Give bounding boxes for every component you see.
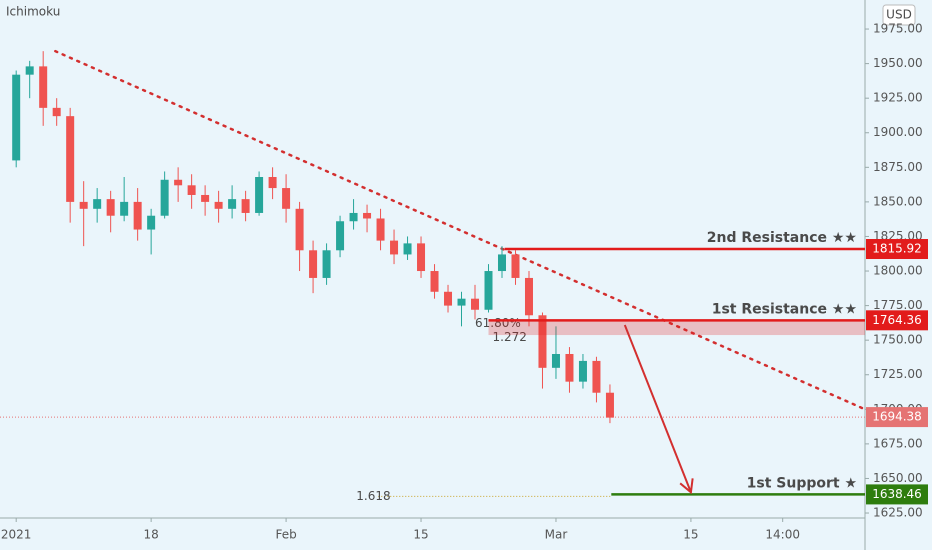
candle-body	[79, 201, 88, 209]
candle-body	[25, 66, 34, 75]
candle-body	[228, 199, 237, 209]
candle-body	[471, 298, 480, 310]
y-tick-label: 1850.00	[873, 194, 923, 208]
candle-body	[187, 185, 196, 195]
candle-body	[484, 271, 493, 310]
resistance-zone	[488, 320, 865, 336]
candle-body	[52, 107, 61, 117]
price-tag	[866, 310, 928, 331]
candle-body	[551, 353, 560, 368]
candle-body	[295, 208, 304, 251]
y-tick-label: 1725.00	[873, 367, 923, 381]
price-tag	[866, 239, 928, 260]
candle-body	[282, 188, 291, 209]
candle-body	[538, 315, 547, 368]
candle-body	[511, 254, 520, 278]
candle-body	[497, 254, 506, 272]
candle-body	[255, 176, 264, 213]
candle-body	[174, 179, 183, 186]
price-tag	[866, 484, 928, 505]
y-tick-label: 1750.00	[873, 333, 923, 347]
candle-body	[120, 201, 129, 216]
x-tick-label: Feb	[275, 528, 296, 542]
fib-label: 1.618	[356, 489, 390, 503]
price-tag-label: 1764.36	[872, 313, 922, 327]
candle-body	[403, 243, 412, 255]
candle-body	[430, 271, 439, 292]
y-tick-label: 1950.00	[873, 56, 923, 70]
currency-label: USD	[886, 8, 912, 22]
candle-body	[457, 298, 466, 306]
candle-body	[592, 360, 601, 393]
candle-body	[444, 291, 453, 306]
x-tick-label: 15	[683, 528, 698, 542]
level-label: 1st Support ★	[747, 475, 857, 491]
x-tick-label: 15	[413, 528, 428, 542]
candle-body	[605, 392, 614, 418]
candle-body	[336, 221, 345, 251]
y-tick-label: 1925.00	[873, 91, 923, 105]
y-tick-label: 1775.00	[873, 298, 923, 312]
y-tick-label: 1675.00	[873, 436, 923, 450]
candle-body	[66, 116, 75, 202]
y-tick-label: 1625.00	[873, 506, 923, 520]
candle-body	[214, 201, 223, 209]
candle-body	[322, 250, 331, 278]
level-label: 2nd Resistance ★★	[707, 230, 857, 246]
last-price-label: 1694.38	[872, 410, 922, 424]
candle-body	[349, 212, 358, 222]
candle-body	[363, 212, 372, 219]
trendline	[54, 49, 867, 411]
currency-box	[882, 4, 916, 26]
candle-body	[93, 199, 102, 209]
candle-body	[106, 199, 115, 216]
y-tick-label: 1875.00	[873, 160, 923, 174]
candle-body	[309, 250, 318, 278]
level-label: 1st Resistance ★★	[712, 301, 857, 317]
y-tick-label: 1900.00	[873, 125, 923, 139]
x-tick-label: 14:00	[765, 528, 800, 542]
x-tick-label: Mar	[545, 528, 568, 542]
candle-body	[12, 74, 21, 161]
indicator-label: Ichimoku	[6, 5, 60, 19]
candle-body	[241, 199, 250, 213]
x-tick-label: 18	[143, 528, 158, 542]
forecast-arrow-head	[679, 478, 694, 495]
candle-body	[578, 360, 587, 382]
candle-body	[133, 201, 142, 230]
candle-body	[201, 194, 210, 202]
candle-body	[39, 66, 48, 108]
y-tick-label: 1800.00	[873, 264, 923, 278]
candle-body	[147, 215, 156, 230]
candle-body	[390, 240, 399, 255]
y-tick-label: 1975.00	[873, 22, 923, 36]
candle-body	[160, 179, 169, 216]
y-tick-label: 1650.00	[873, 471, 923, 485]
fib-label: 1.272	[493, 330, 527, 344]
price-tag-label: 1815.92	[872, 242, 922, 256]
candle-body	[268, 176, 277, 189]
forecast-arrow	[623, 324, 692, 493]
candle-body	[417, 243, 426, 272]
candle-body	[565, 353, 574, 382]
x-tick-label: 2021	[1, 528, 32, 542]
candle-body	[376, 218, 385, 241]
price-tag-label: 1638.46	[872, 487, 922, 501]
candle-body	[524, 277, 533, 316]
last-price-tag	[866, 407, 928, 428]
